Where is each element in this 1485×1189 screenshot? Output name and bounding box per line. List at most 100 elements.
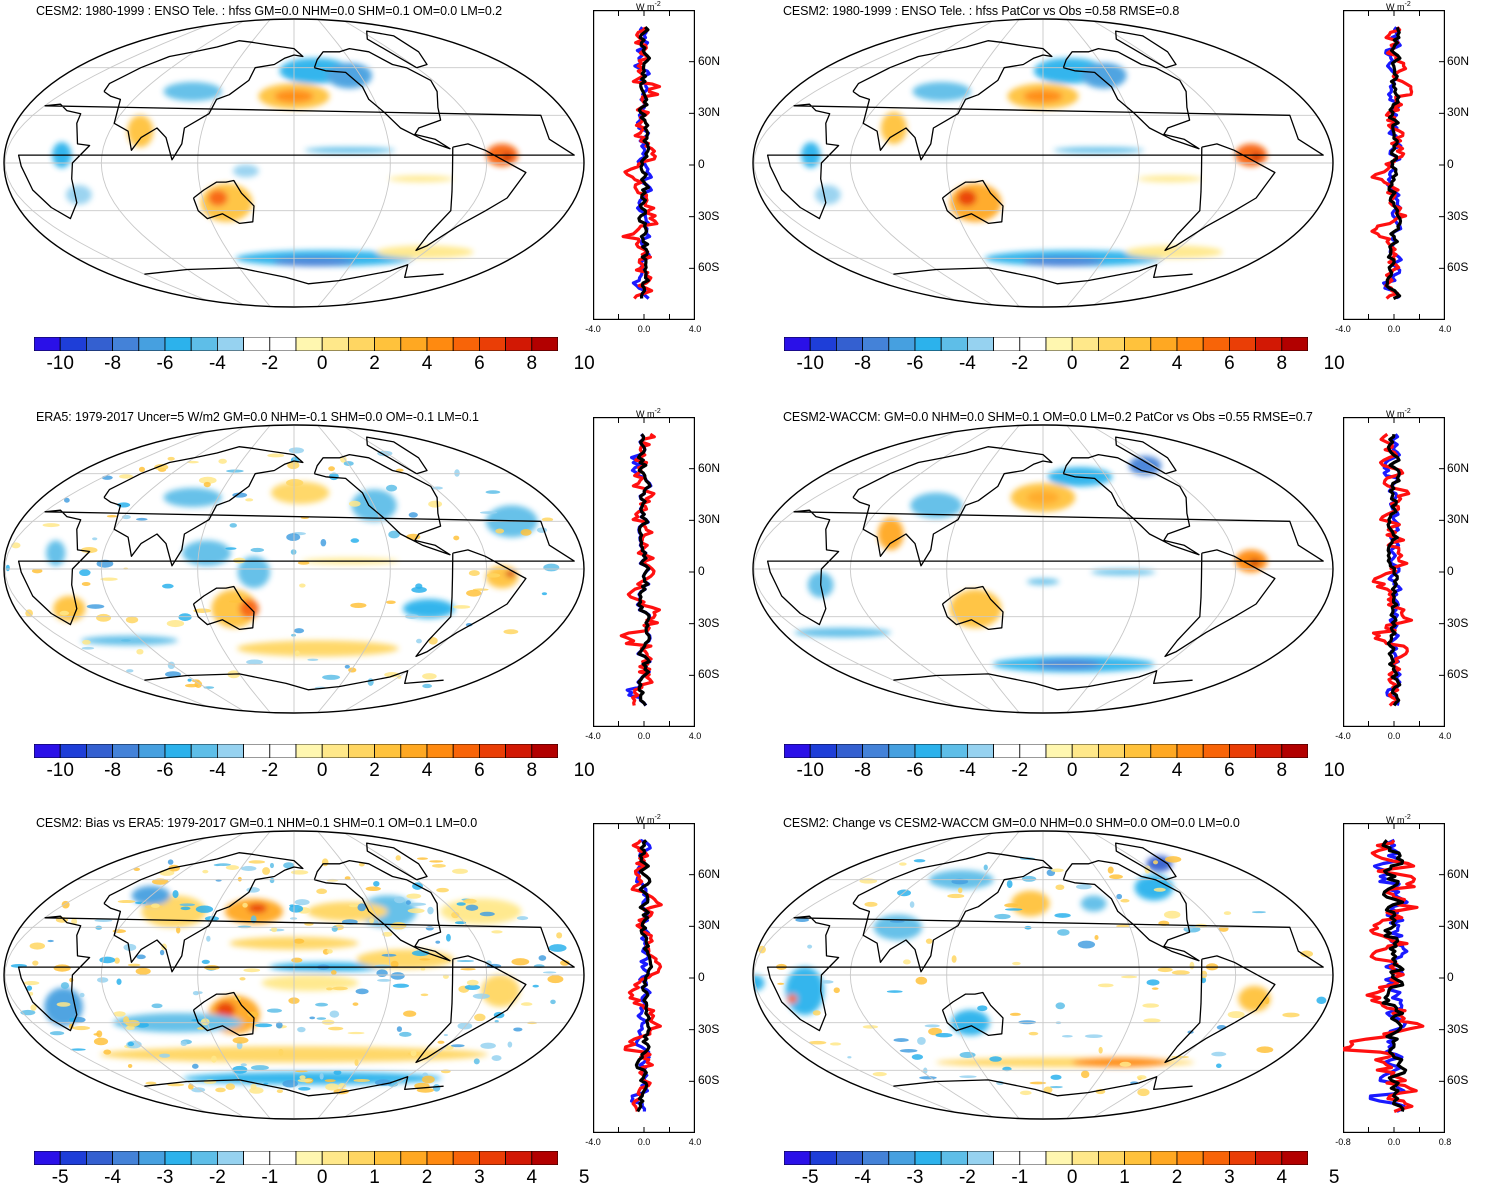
coastlines [766, 436, 1324, 691]
colorbar-labels: -10 -8 -6 -4 -2 0 2 4 6 8 10 [34, 353, 594, 375]
colorbar-label: 2 [369, 760, 380, 781]
colorbar-label: 1 [369, 1167, 380, 1188]
colorbar-swatch [914, 744, 942, 758]
colorbar-label: -2 [1011, 353, 1029, 374]
colorbar-label: -2 [261, 760, 279, 781]
mean-zonal-line [634, 839, 654, 1113]
colorbar-swatch [1097, 337, 1125, 351]
colorbar-swatch [269, 337, 297, 351]
colorbar-swatch [164, 337, 192, 351]
colorbar-label: 10 [573, 760, 595, 781]
zonal-mean-plot [1343, 823, 1445, 1133]
zonal-x-label: 4.0 [688, 324, 702, 334]
zonal-unit-label: W m-2 [1386, 814, 1411, 825]
anomaly-blob [247, 903, 268, 914]
unit-exponent: -2 [1404, 814, 1411, 821]
model-zonal-line [1370, 26, 1414, 300]
anomaly-blob [388, 175, 454, 183]
colorbar-swatch [1228, 337, 1256, 351]
colorbar-label: -2 [958, 1167, 976, 1188]
latitude-label: 60N [698, 866, 721, 881]
colorbar-swatch [784, 1151, 811, 1165]
colorbar-label: 0 [316, 353, 328, 374]
colorbar-swatch [34, 337, 61, 351]
colorbar-label: 10 [573, 353, 595, 374]
graticule [753, 425, 1333, 713]
colorbar-label: -3 [906, 1167, 924, 1188]
colorbar-swatch [34, 1151, 61, 1165]
colorbar-label: 4 [421, 353, 433, 374]
colorbar-swatch [940, 337, 968, 351]
colorbar-label: 5 [578, 1167, 590, 1188]
colorbar-swatch [59, 337, 87, 351]
field-speckle [10, 855, 570, 1095]
anomaly-blob [304, 147, 396, 154]
colorbar-label: 2 [421, 1167, 433, 1188]
colorbar-swatch [478, 744, 506, 758]
colorbar-label: 0 [316, 1167, 328, 1188]
colorbar-swatch [1124, 744, 1152, 758]
colorbar-labels: -10 -8 -6 -4 -2 0 2 4 6 8 10 [784, 353, 1344, 375]
latitude-label: 60S [1447, 260, 1469, 275]
latitude-label: 30S [1447, 208, 1469, 223]
world-map [752, 18, 1334, 308]
colorbar-swatch [400, 337, 428, 351]
anomaly-blob [215, 1001, 236, 1019]
anomaly-blob [785, 966, 825, 1016]
model-zonal-line [623, 839, 663, 1112]
latitude-label: 60N [698, 53, 721, 68]
anomaly-blob [127, 115, 154, 148]
colorbar-label: -5 [801, 1167, 819, 1188]
world-map [3, 830, 585, 1120]
anomaly-blob [46, 540, 66, 566]
latitude-label: 60N [1447, 460, 1470, 475]
colorbar-swatch [1176, 1151, 1204, 1165]
colorbar-swatch [1281, 337, 1308, 351]
colorbar-swatch [940, 1151, 968, 1165]
colorbar-swatch [1202, 744, 1230, 758]
zonal-x-label: -4.0 [585, 731, 601, 741]
latitude-label: 60N [698, 460, 721, 475]
latitude-label: 30N [1447, 918, 1470, 933]
map-title: ERA5: 1979-2017 Uncer=5 W/m2 GM=0.0 NHM=… [36, 410, 479, 424]
colorbar [34, 337, 558, 351]
zonal-x-label: 0.0 [637, 1137, 651, 1147]
anomaly-blob [877, 517, 904, 551]
colorbar-label: 10 [1323, 760, 1345, 781]
colorbar-swatch [321, 337, 349, 351]
latitude-label: 60S [698, 667, 720, 682]
field-speckle [5, 447, 560, 690]
colorbar-swatch [1097, 1151, 1125, 1165]
zonal-x-label: -4.0 [585, 324, 601, 334]
map-title: CESM2: Bias vs ERA5: 1979-2017 GM=0.1 NH… [36, 816, 478, 830]
colorbar-swatch [1071, 1151, 1099, 1165]
unit-text: W m [1386, 2, 1405, 12]
colorbar-label: 4 [421, 760, 433, 781]
zonal-unit-label: W m-2 [1386, 408, 1411, 419]
colorbar-label: -4 [208, 353, 226, 374]
colorbar-swatch [1071, 744, 1099, 758]
colorbar-swatch [190, 744, 218, 758]
colorbar-swatch [531, 337, 558, 351]
zonal-unit-label: W m-2 [636, 408, 661, 419]
zonal-mean-plot [1343, 10, 1445, 320]
colorbar-label: -10 [46, 353, 74, 374]
colorbar-label: -4 [208, 760, 226, 781]
colorbar-swatch [1019, 744, 1047, 758]
anomaly-blob [239, 599, 259, 619]
anomaly-blob [440, 898, 522, 925]
colorbar-swatch [1124, 1151, 1152, 1165]
colorbar-swatch [1019, 1151, 1047, 1165]
model-zonal-line [1343, 839, 1425, 1113]
latitude-label: 60N [1447, 53, 1470, 68]
colorbar-label: 2 [1119, 760, 1130, 781]
colorbar-label: 0 [1066, 353, 1078, 374]
colorbar-swatch [966, 1151, 994, 1165]
colorbar-swatch [1150, 744, 1178, 758]
colorbar-swatch [531, 1151, 558, 1165]
colorbar-swatch [1176, 337, 1204, 351]
zonal-mean-plot [1343, 417, 1445, 727]
colorbar-swatch [190, 337, 218, 351]
colorbar-swatch [112, 1151, 140, 1165]
latitude-label: 0 [698, 564, 705, 578]
